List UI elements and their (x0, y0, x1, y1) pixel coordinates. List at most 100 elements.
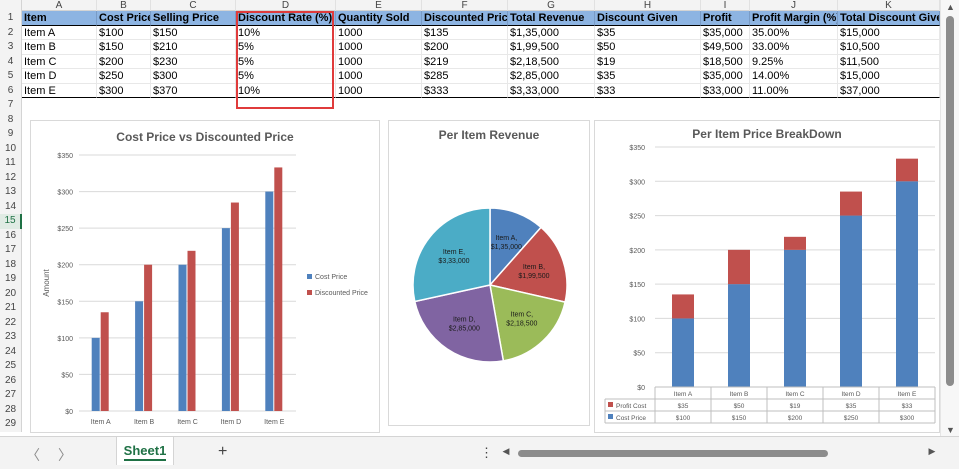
table-cell[interactable]: $100 (97, 26, 151, 41)
table-cell[interactable]: 1000 (336, 84, 422, 99)
table-header-cell[interactable]: Profit Margin (%) (750, 11, 838, 26)
column-header[interactable]: A (22, 0, 97, 11)
table-header-cell[interactable]: Discounted Price (422, 11, 508, 26)
table-cell[interactable]: $219 (422, 55, 508, 70)
column-header[interactable]: G (508, 0, 595, 11)
table-header-cell[interactable]: Cost Price (97, 11, 151, 26)
row-header[interactable]: 15 (0, 214, 22, 229)
table-header-cell[interactable]: Selling Price (151, 11, 236, 26)
row-header[interactable]: 25 (0, 359, 22, 374)
row-header[interactable]: 2 (0, 26, 22, 41)
table-cell[interactable]: $35 (595, 69, 701, 84)
table-cell[interactable]: 5% (236, 40, 336, 55)
row-header[interactable]: 12 (0, 171, 22, 186)
row-header[interactable]: 16 (0, 229, 22, 244)
table-cell[interactable]: $33 (595, 84, 701, 99)
row-header[interactable]: 6 (0, 84, 22, 99)
table-cell[interactable]: 5% (236, 69, 336, 84)
row-header[interactable]: 7 (0, 98, 22, 113)
row-header[interactable]: 29 (0, 417, 22, 432)
table-header-cell[interactable]: Total Revenue (508, 11, 595, 26)
scroll-down-icon[interactable]: ▼ (941, 425, 959, 435)
table-cell[interactable]: Item A (22, 26, 97, 41)
table-cell[interactable]: $135 (422, 26, 508, 41)
column-header[interactable]: E (336, 0, 422, 11)
table-cell[interactable]: 33.00% (750, 40, 838, 55)
column-header[interactable]: H (595, 0, 701, 11)
vertical-scroll-thumb[interactable] (946, 16, 954, 386)
sheet-tab[interactable]: Sheet1 (116, 437, 174, 465)
row-header[interactable]: 21 (0, 301, 22, 316)
table-header-cell[interactable]: Discount Given (595, 11, 701, 26)
table-cell[interactable]: $50 (595, 40, 701, 55)
row-header[interactable]: 13 (0, 185, 22, 200)
table-cell[interactable]: $37,000 (838, 84, 940, 99)
scroll-up-icon[interactable]: ▲ (941, 2, 959, 12)
table-cell[interactable]: 5% (236, 55, 336, 70)
table-cell[interactable]: $285 (422, 69, 508, 84)
table-cell[interactable]: $150 (97, 40, 151, 55)
table-header-cell[interactable]: Profit (701, 11, 750, 26)
row-header[interactable]: 17 (0, 243, 22, 258)
table-cell[interactable]: 1000 (336, 55, 422, 70)
table-header-cell[interactable]: Discount Rate (%) (236, 11, 336, 26)
row-header[interactable]: 27 (0, 388, 22, 403)
table-cell[interactable]: $210 (151, 40, 236, 55)
row-header[interactable]: 3 (0, 40, 22, 55)
column-header[interactable]: B (97, 0, 151, 11)
table-cell[interactable]: $300 (97, 84, 151, 99)
column-header[interactable]: I (701, 0, 750, 11)
table-cell[interactable]: $1,99,500 (508, 40, 595, 55)
horizontal-scrollbar[interactable]: ◀ ▶ (500, 447, 940, 459)
table-cell[interactable]: $35,000 (701, 69, 750, 84)
column-header[interactable]: K (838, 0, 940, 11)
table-cell[interactable]: $19 (595, 55, 701, 70)
row-header[interactable]: 20 (0, 287, 22, 302)
row-header[interactable]: 9 (0, 127, 22, 142)
table-cell[interactable]: 35.00% (750, 26, 838, 41)
prev-sheet-icon[interactable]: 〈 (26, 445, 40, 465)
table-cell[interactable]: $230 (151, 55, 236, 70)
table-cell[interactable]: 1000 (336, 69, 422, 84)
table-cell[interactable]: 10% (236, 84, 336, 99)
table-cell[interactable]: Item E (22, 84, 97, 99)
column-header[interactable]: D (236, 0, 336, 11)
table-cell[interactable]: $2,18,500 (508, 55, 595, 70)
table-cell[interactable]: $15,000 (838, 69, 940, 84)
table-cell[interactable]: $11,500 (838, 55, 940, 70)
table-cell[interactable]: 14.00% (750, 69, 838, 84)
select-all-corner[interactable] (0, 0, 22, 11)
scroll-right-icon[interactable]: ▶ (926, 446, 938, 457)
row-header[interactable]: 18 (0, 258, 22, 273)
table-cell[interactable]: $1,35,000 (508, 26, 595, 41)
table-cell[interactable]: $370 (151, 84, 236, 99)
table-cell[interactable]: $2,85,000 (508, 69, 595, 84)
table-cell[interactable]: $250 (97, 69, 151, 84)
table-cell[interactable]: $200 (97, 55, 151, 70)
row-header[interactable]: 24 (0, 345, 22, 360)
vertical-scrollbar[interactable]: ▲ ▼ (940, 0, 959, 440)
scroll-left-icon[interactable]: ◀ (500, 446, 512, 457)
revenue-pie-chart[interactable]: Per Item Revenue Item A, $1,35,000 Item B,… (388, 120, 590, 426)
table-cell[interactable]: $18,500 (701, 55, 750, 70)
row-header[interactable]: 23 (0, 330, 22, 345)
table-cell[interactable]: 10% (236, 26, 336, 41)
table-cell[interactable]: 9.25% (750, 55, 838, 70)
column-header[interactable]: F (422, 0, 508, 11)
next-sheet-icon[interactable]: 〉 (58, 445, 72, 465)
row-header[interactable]: 22 (0, 316, 22, 331)
column-header[interactable]: J (750, 0, 838, 11)
column-header[interactable]: C (151, 0, 236, 11)
table-cell[interactable]: $333 (422, 84, 508, 99)
price-breakdown-chart[interactable]: Per Item Price BreakDown $0 $50 $100 $150 $2… (594, 120, 940, 433)
table-cell[interactable]: $33,000 (701, 84, 750, 99)
row-header[interactable]: 26 (0, 374, 22, 389)
table-cell[interactable]: $300 (151, 69, 236, 84)
table-cell[interactable]: $35 (595, 26, 701, 41)
row-header[interactable]: 28 (0, 403, 22, 418)
table-cell[interactable]: 11.00% (750, 84, 838, 99)
table-cell[interactable]: $200 (422, 40, 508, 55)
horizontal-scroll-thumb[interactable] (518, 450, 828, 457)
table-header-cell[interactable]: Total Discount Given (838, 11, 940, 26)
